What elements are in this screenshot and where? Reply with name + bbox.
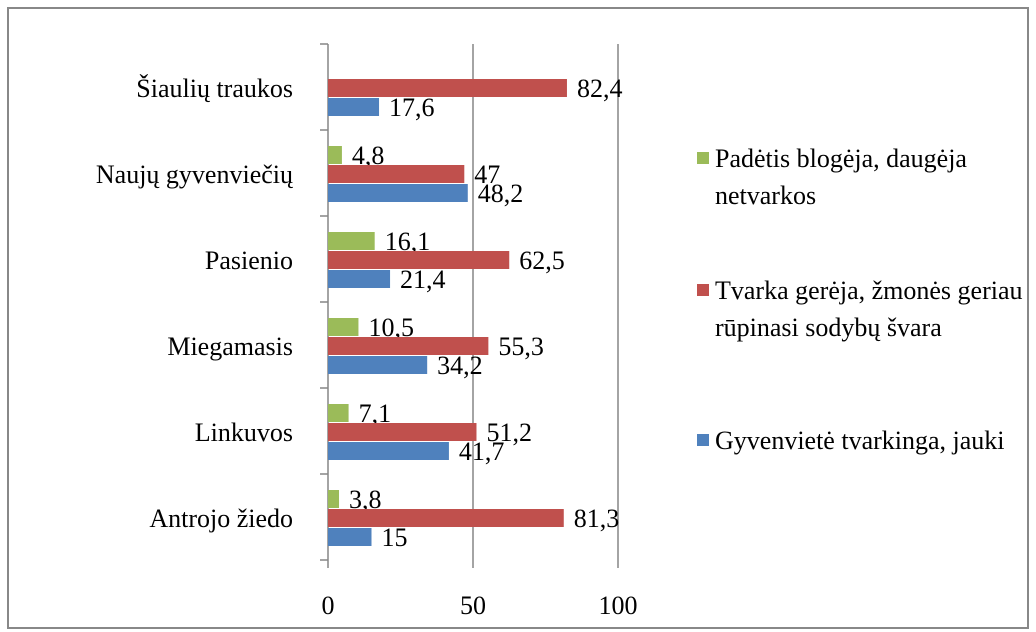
value-label: 82,4 (577, 74, 623, 103)
bar (328, 270, 391, 288)
y-tick-label: Pasienio (205, 246, 293, 275)
bar (328, 528, 372, 546)
bar (328, 337, 489, 355)
bar (328, 509, 564, 527)
value-label: 47 (474, 160, 500, 189)
value-label: 48,2 (478, 179, 524, 208)
x-tick-label: 100 (599, 591, 638, 620)
legend-entry: Tvarka gerėja, žmonės geriau rūpinasi so… (715, 276, 1023, 342)
value-label: 15 (382, 523, 408, 552)
y-tick-label: Šiaulių traukos (136, 74, 293, 103)
x-tick-label: 0 (322, 591, 335, 620)
y-tick-label: Miegamasis (167, 332, 293, 361)
bar (328, 98, 380, 116)
value-label: 41,7 (459, 437, 505, 466)
bar (328, 146, 342, 164)
legend-entry: Padėtis blogėja, daugėja netvarkos (715, 144, 967, 210)
x-tick-label: 50 (460, 591, 486, 620)
y-tick-label: Linkuvos (195, 418, 293, 447)
value-label: 21,4 (400, 265, 446, 294)
bar (328, 423, 477, 441)
bar (328, 232, 375, 250)
y-tick-label: Antrojo žiedo (149, 504, 293, 533)
value-label: 62,5 (519, 246, 565, 275)
value-label: 34,2 (437, 351, 483, 380)
y-tick-label: Naujų gyvenviečių (96, 160, 294, 189)
legend-entry: Gyvenvietė tvarkinga, jauki (715, 426, 1005, 455)
value-label: 55,3 (498, 332, 544, 361)
bar (328, 318, 359, 336)
bar (328, 490, 340, 508)
bar (328, 404, 349, 422)
value-label: 17,6 (389, 93, 435, 122)
bar (328, 79, 567, 97)
value-label: 51,2 (486, 418, 531, 447)
bar (328, 442, 449, 460)
bar (328, 356, 428, 374)
legend-swatch (697, 152, 709, 164)
bar (328, 184, 468, 202)
legend-swatch (697, 434, 709, 446)
bar (328, 165, 465, 183)
bar (328, 251, 510, 269)
value-label: 81,3 (574, 504, 620, 533)
legend-swatch (697, 284, 709, 296)
